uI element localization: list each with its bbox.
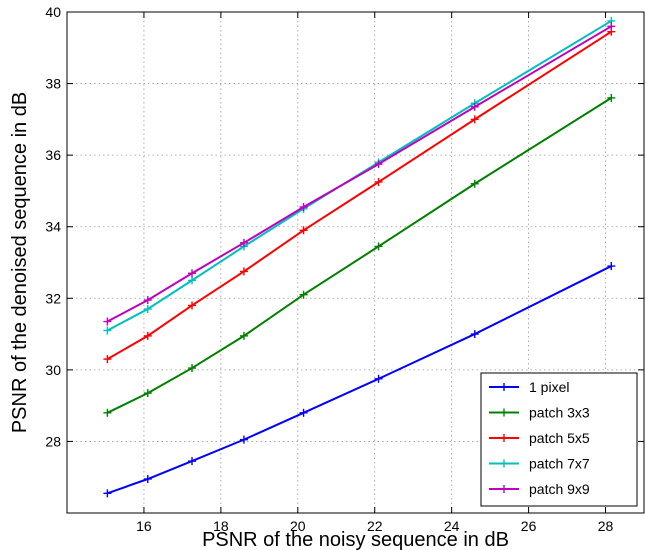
data-point-marker xyxy=(239,238,248,247)
series-line xyxy=(106,97,612,414)
y-tick-label: 38 xyxy=(45,76,61,92)
series-line xyxy=(107,265,612,495)
data-point-marker xyxy=(299,226,308,235)
data-point-marker xyxy=(374,242,383,251)
data-point-marker xyxy=(103,489,112,498)
data-point-marker xyxy=(143,296,152,305)
data-point-marker xyxy=(239,435,248,444)
data-point-marker xyxy=(143,331,152,340)
legend-item: 1 pixel xyxy=(489,379,569,395)
data-point-marker xyxy=(607,93,616,102)
series-line xyxy=(106,30,612,360)
y-tick-label: 34 xyxy=(45,219,61,235)
x-tick-label: 16 xyxy=(136,518,152,534)
x-axis-label: PSNR of the noisy sequence in dB xyxy=(202,529,509,550)
data-point-marker xyxy=(470,330,479,339)
y-tick-label: 40 xyxy=(45,4,61,20)
data-point-marker xyxy=(470,115,479,124)
x-tick-label: 22 xyxy=(367,518,383,534)
data-point-marker xyxy=(188,269,197,278)
data-point-marker xyxy=(143,389,152,398)
data-point-marker xyxy=(188,276,197,285)
x-tick-label: 26 xyxy=(521,518,537,534)
data-point-marker xyxy=(374,160,383,169)
legend: 1 pixel patch 3x3 patch 5x5 patch 7x7 patch … xyxy=(480,372,638,507)
legend-item: patch 5x5 xyxy=(489,430,590,446)
data-point-marker xyxy=(470,179,479,188)
x-tick-label: 20 xyxy=(290,518,306,534)
data-point-marker xyxy=(470,102,479,111)
data-point-marker xyxy=(143,305,152,314)
legend-item: patch 7x7 xyxy=(489,456,590,472)
legend-label: 1 pixel xyxy=(529,379,569,395)
data-point-marker xyxy=(374,374,383,383)
y-axis-label: PSNR of the denoised sequence in dB xyxy=(9,92,31,433)
y-tick-label: 28 xyxy=(45,433,61,449)
data-point-marker xyxy=(188,301,197,310)
y-tick-label: 36 xyxy=(45,147,61,163)
data-point-marker xyxy=(299,290,308,299)
legend-item: patch 3x3 xyxy=(489,405,590,421)
legend-label: patch 9x9 xyxy=(529,481,590,497)
plot-area-frame xyxy=(66,11,645,514)
data-point-marker xyxy=(239,267,248,276)
data-point-marker xyxy=(103,326,112,335)
legend-label: patch 3x3 xyxy=(529,405,590,421)
data-point-marker xyxy=(299,408,308,417)
data-point-marker xyxy=(299,203,308,212)
data-point-marker xyxy=(188,364,197,373)
series-line xyxy=(106,20,612,332)
axis-ticks: 16 18 20 22 24 26 28 28 30 32 34 36 38 40 xyxy=(45,4,644,534)
y-tick-label: 32 xyxy=(45,290,61,306)
data-point-marker xyxy=(188,457,197,466)
data-point-marker xyxy=(239,331,248,340)
legend-item: patch 9x9 xyxy=(489,481,590,497)
x-tick-label: 28 xyxy=(598,518,614,534)
data-point-marker xyxy=(607,262,616,271)
x-tick-label: 18 xyxy=(213,518,229,534)
legend-box xyxy=(480,372,638,507)
data-point-marker xyxy=(103,355,112,364)
y-tick-label: 30 xyxy=(45,362,61,378)
x-tick-label: 24 xyxy=(444,518,460,534)
series-line xyxy=(106,25,612,323)
data-point-marker xyxy=(143,475,152,484)
data-point-marker xyxy=(607,22,616,31)
legend-label: patch 7x7 xyxy=(529,456,590,472)
data-point-marker xyxy=(103,408,112,417)
legend-label: patch 5x5 xyxy=(529,430,590,446)
data-point-marker xyxy=(103,317,112,326)
data-point-marker xyxy=(374,177,383,186)
series-layer xyxy=(103,16,616,498)
